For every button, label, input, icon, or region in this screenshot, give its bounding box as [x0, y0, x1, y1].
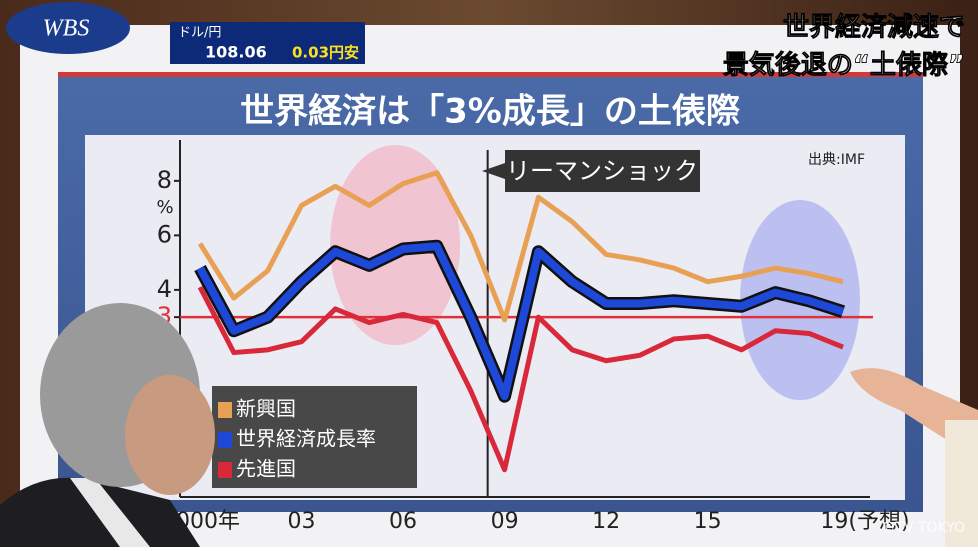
- legend-swatch: [218, 402, 232, 418]
- y-tick-label: 6: [157, 220, 172, 248]
- logo-badge: [6, 2, 130, 54]
- y-axis-label: %: [156, 197, 173, 218]
- logo: WBS: [43, 16, 90, 42]
- ticker-change: 0.03円安: [292, 44, 359, 62]
- x-tick-label: 03: [288, 509, 316, 534]
- caption-line: 世界経済減速で: [783, 12, 965, 43]
- highlight-ellipse: [330, 145, 460, 345]
- legend-label: 新興国: [236, 397, 296, 421]
- presenter-sleeve: [945, 420, 978, 547]
- series-line: [197, 286, 844, 473]
- x-tick-label: 09: [491, 509, 519, 534]
- legend-box: [212, 386, 417, 488]
- annotation: リーマンショック: [506, 157, 698, 185]
- x-tick-label: 19(予想): [820, 509, 909, 534]
- legend-label: 世界経済成長率: [236, 427, 376, 451]
- ticker-rate: 108.06: [205, 43, 267, 62]
- x-tick-label: 06: [389, 509, 417, 534]
- legend-swatch: [218, 432, 232, 448]
- chart-title: 世界経済は「3%成長」の土俵際: [240, 92, 740, 132]
- copyright: ©TV TOKYO: [881, 520, 965, 536]
- caption-line: 景気後退の“土俵際”: [723, 50, 965, 81]
- y-tick-label: 4: [157, 275, 172, 303]
- presenter-shirt: [70, 478, 150, 547]
- legend-label: 先進国: [236, 457, 296, 481]
- x-tick-label: 12: [592, 509, 620, 534]
- annotation-box: [505, 150, 700, 192]
- presenter-face: [125, 375, 215, 495]
- source: 出典:IMF: [808, 152, 865, 168]
- annotation-pointer: [482, 163, 505, 179]
- series-line: [197, 170, 844, 323]
- series-line: [196, 242, 845, 401]
- ticker-pair: ドル/円: [178, 26, 221, 41]
- panel-stripe: [58, 72, 923, 77]
- legend-swatch: [218, 462, 232, 478]
- x-tick-label: 15: [694, 509, 722, 534]
- ticker-box: [170, 22, 365, 64]
- y-tick-label: 8: [157, 166, 172, 194]
